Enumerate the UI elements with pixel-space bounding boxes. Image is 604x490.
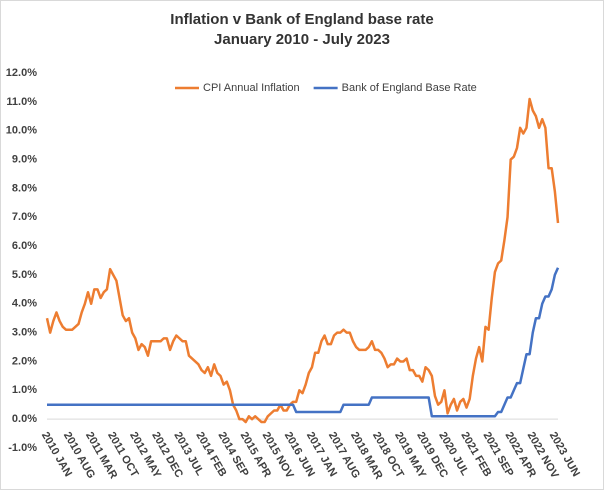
y-tick-label: 9.0% (12, 153, 37, 165)
chart-subtitle: January 2010 - July 2023 (214, 31, 390, 48)
y-tick-label: 10.0% (6, 125, 37, 137)
y-tick-label: 2.0% (12, 355, 37, 367)
legend-label: CPI Annual Inflation (203, 82, 300, 94)
series-line (47, 267, 560, 418)
y-tick-label: 12.0% (6, 67, 37, 79)
series-line (45, 97, 560, 424)
y-tick-label: 3.0% (12, 327, 37, 339)
y-tick-label: 1.0% (12, 384, 37, 396)
y-tick-label: 0.0% (12, 413, 37, 425)
chart-title: Inflation v Bank of England base rate (170, 11, 433, 28)
y-tick-label: 11.0% (6, 96, 37, 108)
y-tick-label: 6.0% (12, 240, 37, 252)
legend-label: Bank of England Base Rate (342, 82, 477, 94)
y-tick-label: 8.0% (12, 182, 37, 194)
y-tick-label: 7.0% (12, 211, 37, 223)
y-tick-label: -1.0% (8, 442, 37, 454)
y-tick-label: 4.0% (12, 298, 37, 310)
y-tick-label: 5.0% (12, 269, 37, 281)
